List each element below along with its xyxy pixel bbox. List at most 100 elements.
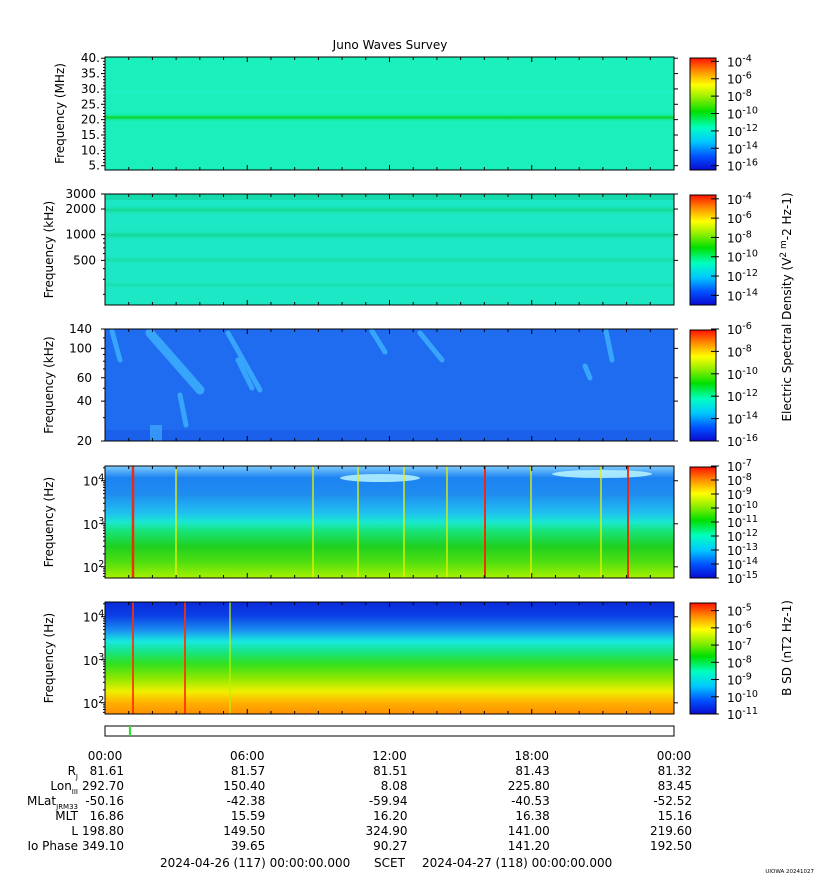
spectrogram-panels: Frequency (MHz)40.35.30.25.20.15.10.5.Fr… bbox=[42, 51, 678, 715]
colorbar-4-tick-label-0-base: 10 bbox=[727, 460, 742, 474]
panel-1-ytick-label-7: 5. bbox=[89, 159, 100, 173]
colorbar-2-ramp bbox=[689, 194, 717, 306]
colorbar-2-tick-label-3-exp: -10 bbox=[742, 249, 758, 260]
panel-1-ytick-label-3: 25. bbox=[81, 97, 100, 111]
ephemeris-value-5-3: 141.20 bbox=[508, 839, 550, 853]
panel-3-ylabel: Frequency (kHz) bbox=[42, 336, 56, 433]
colorbar-5-tick-label-2-exp: -7 bbox=[742, 637, 752, 648]
colorbar-3-tick-label-2: 10-10 bbox=[727, 366, 758, 382]
x-tick-label-0: 00:00 bbox=[88, 749, 123, 763]
panel-4-ytick-label-2: 102 bbox=[83, 559, 104, 575]
colorbar-5-tick-label-6-exp: -11 bbox=[742, 706, 758, 717]
colorbar-title-electric-unit-1: 2 m bbox=[779, 240, 789, 257]
ephemeris-value-4-3: 141.00 bbox=[508, 824, 550, 838]
ephemeris-label-2: MLatJRM33 bbox=[27, 794, 78, 811]
colorbar-5-tick-label-1-base: 10 bbox=[727, 622, 742, 636]
panel-3-ytick-label-4: 20 bbox=[77, 434, 92, 448]
colorbar-2-tick-label-5-base: 10 bbox=[727, 289, 742, 303]
panel-3-image bbox=[105, 329, 674, 441]
x-tick-label-1: 06:00 bbox=[230, 749, 265, 763]
panel-2-ylabel: Frequency (kHz) bbox=[42, 201, 56, 298]
panel-4-ytick-label-1: 103 bbox=[83, 516, 104, 532]
colorbar-5-tick-label-6: 10-11 bbox=[727, 706, 758, 722]
ephemeris-label-3-main: MLT bbox=[55, 809, 78, 823]
colorbar-1-tick-label-1-base: 10 bbox=[727, 73, 742, 87]
colorbar-5-tick-label-4-exp: -9 bbox=[742, 672, 752, 683]
colorbar-2-tick-label-1-base: 10 bbox=[727, 212, 742, 226]
ephemeris-value-0-3: 81.43 bbox=[515, 764, 549, 778]
panel-3-low-blob bbox=[150, 425, 162, 441]
panel-4-ytick-label-0-base: 10 bbox=[83, 475, 98, 489]
colorbar-1-tick-label-3-exp: -10 bbox=[742, 106, 758, 117]
colorbar-3-tick-label-3: 10-12 bbox=[727, 388, 758, 404]
panel-1-ytick-label-4: 20. bbox=[81, 113, 100, 127]
colorbar-3-tick-label-1-exp: -8 bbox=[742, 343, 752, 354]
colorbar-3-tick-label-5: 10-16 bbox=[727, 433, 758, 449]
panel-5-background bbox=[105, 602, 674, 714]
panel-2-ytick-label-0: 3000 bbox=[65, 187, 96, 201]
colorbar-4-tick-label-8: 10-15 bbox=[727, 570, 758, 586]
panel-5-ytick-label-0-exp: 4 bbox=[98, 609, 104, 620]
colorbar-4-tick-label-3-exp: -10 bbox=[742, 500, 758, 511]
ephemeris-value-4-4: 219.60 bbox=[650, 824, 692, 838]
colorbar-4-tick-label-8-base: 10 bbox=[727, 572, 742, 586]
colorbar-1-tick-label-4: 10-12 bbox=[727, 123, 758, 139]
ephemeris-label-0-sub: J bbox=[75, 773, 78, 781]
colorbar-1-tick-label-5-base: 10 bbox=[727, 142, 742, 156]
panel-2-ytick-label-3: 500 bbox=[73, 253, 96, 267]
colorbar-4-tick-label-8-exp: -15 bbox=[742, 570, 758, 581]
colorbar-2-tick-label-1: 10-6 bbox=[727, 210, 752, 226]
panel-3: Frequency (kHz) 140 100 60 40 20 bbox=[42, 322, 678, 448]
colorbar-4-tick-label-7-exp: -14 bbox=[742, 556, 758, 567]
ephemeris-label-5-main: Io Phase bbox=[27, 839, 78, 853]
colorbar-5-ramp bbox=[689, 602, 717, 715]
colorbar-title-electric-main: Electric Spectral Density (V bbox=[780, 257, 794, 422]
colorbar-5-tick-label-3-exp: -8 bbox=[742, 654, 752, 665]
panel-5-ytick-label-2-base: 10 bbox=[83, 697, 98, 711]
colorbar-5-tick-label-3: 10-8 bbox=[727, 654, 752, 670]
colorbar-title-magnetic-unit-2: -1) bbox=[780, 600, 794, 617]
colorbar-title-magnetic-main: B SD (nT bbox=[780, 643, 794, 696]
colorbar-4-tick-label-1: 10-8 bbox=[727, 472, 752, 488]
colorbar-1-tick-label-3-base: 10 bbox=[727, 108, 742, 122]
ephemeris-label-0: RJ bbox=[68, 764, 78, 781]
colorbar-title-electric-unit-2: -2 Hz bbox=[780, 209, 794, 240]
ephemeris-label-0-main: R bbox=[68, 764, 76, 778]
colorbar-3-tick-label-0-base: 10 bbox=[727, 323, 742, 337]
colorbar-3-tick-label-3-base: 10 bbox=[727, 390, 742, 404]
colorbar-3-tick-label-0: 10-6 bbox=[727, 321, 752, 337]
colorbar-5-tick-label-0-base: 10 bbox=[727, 605, 742, 619]
ephemeris-label-1: LonIII bbox=[50, 779, 78, 796]
colorbar-4-tick-label-6: 10-13 bbox=[727, 542, 758, 558]
ephemeris-value-5-0: 349.10 bbox=[82, 839, 124, 853]
ephemeris-value-4-1: 149.50 bbox=[223, 824, 265, 838]
colorbar-4-tick-label-2-exp: -9 bbox=[742, 486, 752, 497]
colorbar-1-tick-label-2-base: 10 bbox=[727, 90, 742, 104]
colorbar-1-tick-label-4-exp: -12 bbox=[742, 123, 758, 134]
colorbar-4-tick-label-3-base: 10 bbox=[727, 502, 742, 516]
colorbar-4-tick-label-4-exp: -11 bbox=[742, 514, 758, 525]
time-axis-labels: 00:00 06:00 12:00 18:00 00:00 bbox=[88, 749, 692, 763]
colorbar-1-tick-label-5: 10-14 bbox=[727, 140, 758, 156]
colorbar-4-tick-label-2: 10-9 bbox=[727, 486, 752, 502]
panel-5-image bbox=[105, 602, 674, 714]
colorbar-3-tick-label-4-base: 10 bbox=[727, 413, 742, 427]
panel-4-ytick-label-2-base: 10 bbox=[83, 561, 98, 575]
colorbar-1-tick-label-0: 10-4 bbox=[727, 53, 752, 69]
ephemeris-value-5-1: 39.65 bbox=[231, 839, 265, 853]
panel-4-ytick-label-1-base: 10 bbox=[83, 518, 98, 532]
colorbar-1-tick-label-1-exp: -6 bbox=[742, 71, 752, 82]
colorbar-4-tick-label-2-base: 10 bbox=[727, 488, 742, 502]
colorbar-4-tick-label-4: 10-11 bbox=[727, 514, 758, 530]
chart-title: Juno Waves Survey bbox=[332, 38, 448, 52]
panel-2-image bbox=[105, 194, 674, 305]
panel-2-band-2 bbox=[105, 229, 674, 241]
colorbar-3-tick-label-4-exp: -14 bbox=[742, 411, 758, 422]
colorbar-1-tick-label-6-base: 10 bbox=[727, 160, 742, 174]
colorbar-2-tick-label-2-base: 10 bbox=[727, 231, 742, 245]
colorbar-title-magnetic-unit-1: 2 Hz bbox=[780, 617, 794, 644]
